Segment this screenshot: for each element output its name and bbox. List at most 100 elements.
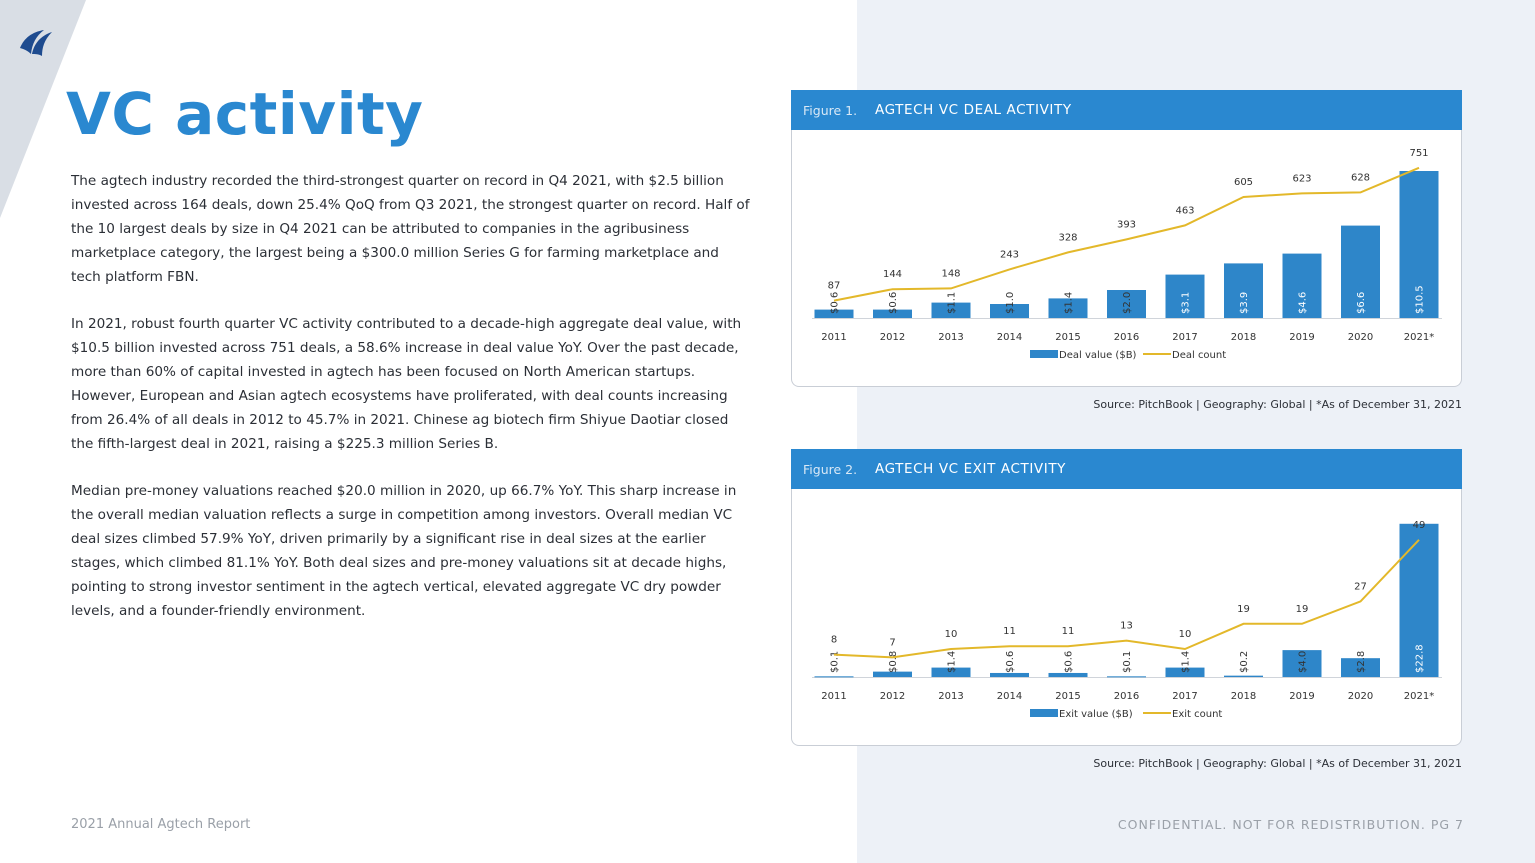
bar-value-label: $22.8	[1415, 644, 1426, 673]
line-value-label: 148	[941, 268, 960, 279]
x-tick-label: 2014	[997, 332, 1022, 343]
x-tick-label: 2021*	[1404, 691, 1434, 702]
x-tick-label: 2019	[1289, 332, 1314, 343]
bar-value-label: $0.6	[1005, 651, 1016, 673]
paragraph: Median pre-money valuations reached $20.…	[71, 483, 737, 619]
x-tick-label: 2020	[1348, 691, 1373, 702]
paragraph: In 2021, robust fourth quarter VC activi…	[71, 316, 742, 452]
x-tick-label: 2018	[1231, 332, 1256, 343]
bar	[1224, 263, 1263, 318]
x-tick-label: 2012	[880, 332, 905, 343]
bar	[1341, 658, 1380, 677]
x-tick-label: 2017	[1172, 332, 1197, 343]
chart-card: $0.6 2011 $0.6 2012 $1.1 2013 $1.0 2014 $1.4 2015…	[791, 130, 1462, 387]
bar	[931, 302, 971, 318]
line-series	[833, 539, 1420, 659]
legend-line-label: Deal count	[1172, 350, 1226, 361]
page-title: VC activity	[66, 80, 424, 148]
x-tick-label: 2017	[1172, 691, 1197, 702]
legend-bar-swatch	[1030, 350, 1058, 358]
line-value-label: 144	[883, 269, 902, 280]
bar	[931, 667, 971, 677]
x-tick-label: 2014	[997, 691, 1022, 702]
chart-card: $0.1 2011 $0.8 2012 $1.4 2013 $0.6 2014 $0.6 2015…	[791, 489, 1462, 746]
bar	[814, 676, 854, 678]
figure-title: AGTECH VC EXIT ACTIVITY	[875, 461, 1067, 477]
figure-number: Figure 2.	[803, 461, 858, 477]
bar	[1341, 225, 1380, 318]
body-text: The agtech industry recorded the third-s…	[71, 169, 751, 646]
bar-value-label: $6.6	[1356, 292, 1367, 314]
bar-value-label: $1.4	[1064, 292, 1075, 314]
bar-value-label: $4.6	[1298, 292, 1309, 314]
bar	[873, 309, 912, 318]
line-value-label: 243	[1000, 249, 1019, 260]
figure-source: Source: PitchBook | Geography: Global | …	[1093, 757, 1462, 770]
legend-bar-swatch	[1030, 709, 1058, 717]
bar	[990, 304, 1029, 318]
bar-value-label: $2.8	[1356, 651, 1367, 673]
line-value-label: 11	[1003, 626, 1016, 637]
figure-1: Figure 1. AGTECH VC DEAL ACTIVITY $0.6 20…	[791, 90, 1462, 387]
bar-value-label: $3.1	[1181, 292, 1192, 314]
exit-activity-chart: $0.1 2011 $0.8 2012 $1.4 2013 $0.6 2014 $0.6 2015…	[812, 520, 1442, 720]
legend-bar-label: Exit value ($B)	[1059, 709, 1133, 720]
x-tick-label: 2011	[821, 691, 846, 702]
line-value-label: 7	[889, 637, 895, 648]
line-value-label: 463	[1175, 205, 1194, 216]
line-value-label: 10	[945, 629, 958, 640]
bar	[1107, 290, 1146, 318]
x-tick-label: 2021*	[1404, 332, 1434, 343]
bar	[1224, 675, 1263, 677]
figure-source: Source: PitchBook | Geography: Global | …	[1093, 398, 1462, 411]
bar-value-label: $1.1	[947, 292, 958, 314]
line-value-label: 623	[1292, 173, 1311, 184]
line-value-label: 19	[1296, 604, 1309, 615]
bar	[990, 672, 1029, 677]
x-tick-label: 2018	[1231, 691, 1256, 702]
x-tick-label: 2013	[938, 332, 963, 343]
corner-decoration	[0, 0, 86, 218]
bar-value-label: $0.6	[888, 292, 899, 314]
bar-value-label: $2.0	[1122, 292, 1133, 314]
line-value-label: 13	[1120, 621, 1133, 632]
bar-value-label: $0.6	[1064, 651, 1075, 673]
line-value-label: 605	[1234, 177, 1253, 188]
logo-icon	[20, 30, 52, 56]
line-value-label: 751	[1409, 148, 1428, 159]
bar	[1399, 523, 1439, 677]
bar	[1165, 274, 1205, 318]
bar-value-label: $0.6	[830, 292, 841, 314]
line-value-label: 87	[828, 281, 841, 292]
bar-value-label: $4.0	[1298, 651, 1309, 673]
bar-value-label: $0.8	[888, 651, 899, 673]
line-value-label: 11	[1062, 626, 1075, 637]
bar-value-label: $0.1	[830, 651, 841, 673]
footer-report-name: 2021 Annual Agtech Report	[71, 817, 251, 832]
x-tick-label: 2016	[1114, 332, 1139, 343]
bar-value-label: $0.2	[1239, 651, 1250, 673]
deal-activity-chart: $0.6 2011 $0.6 2012 $1.1 2013 $1.0 2014 $1.4 2015…	[812, 148, 1442, 361]
line-value-label: 49	[1413, 520, 1426, 531]
line-value-label: 393	[1117, 219, 1136, 230]
line-value-label: 8	[831, 635, 837, 646]
x-tick-label: 2011	[821, 332, 846, 343]
figure-header: Figure 2. AGTECH VC EXIT ACTIVITY	[791, 449, 1462, 489]
figure-2: Figure 2. AGTECH VC EXIT ACTIVITY $0.1 20…	[791, 449, 1462, 746]
bar	[1282, 253, 1322, 318]
x-tick-label: 2019	[1289, 691, 1314, 702]
bar	[1399, 171, 1439, 318]
paragraph: The agtech industry recorded the third-s…	[71, 173, 750, 285]
line-value-label: 27	[1354, 581, 1367, 592]
legend-bar-label: Deal value ($B)	[1059, 350, 1137, 361]
bar-value-label: $1.4	[1181, 651, 1192, 673]
bar	[1165, 667, 1205, 677]
figure-title: AGTECH VC DEAL ACTIVITY	[875, 102, 1072, 118]
bar	[1107, 676, 1146, 678]
bar-value-label: $3.9	[1239, 292, 1250, 314]
x-tick-label: 2013	[938, 691, 963, 702]
line-value-label: 628	[1351, 172, 1370, 183]
x-tick-label: 2015	[1055, 691, 1080, 702]
line-value-label: 328	[1058, 232, 1077, 243]
line-value-label: 10	[1179, 629, 1192, 640]
